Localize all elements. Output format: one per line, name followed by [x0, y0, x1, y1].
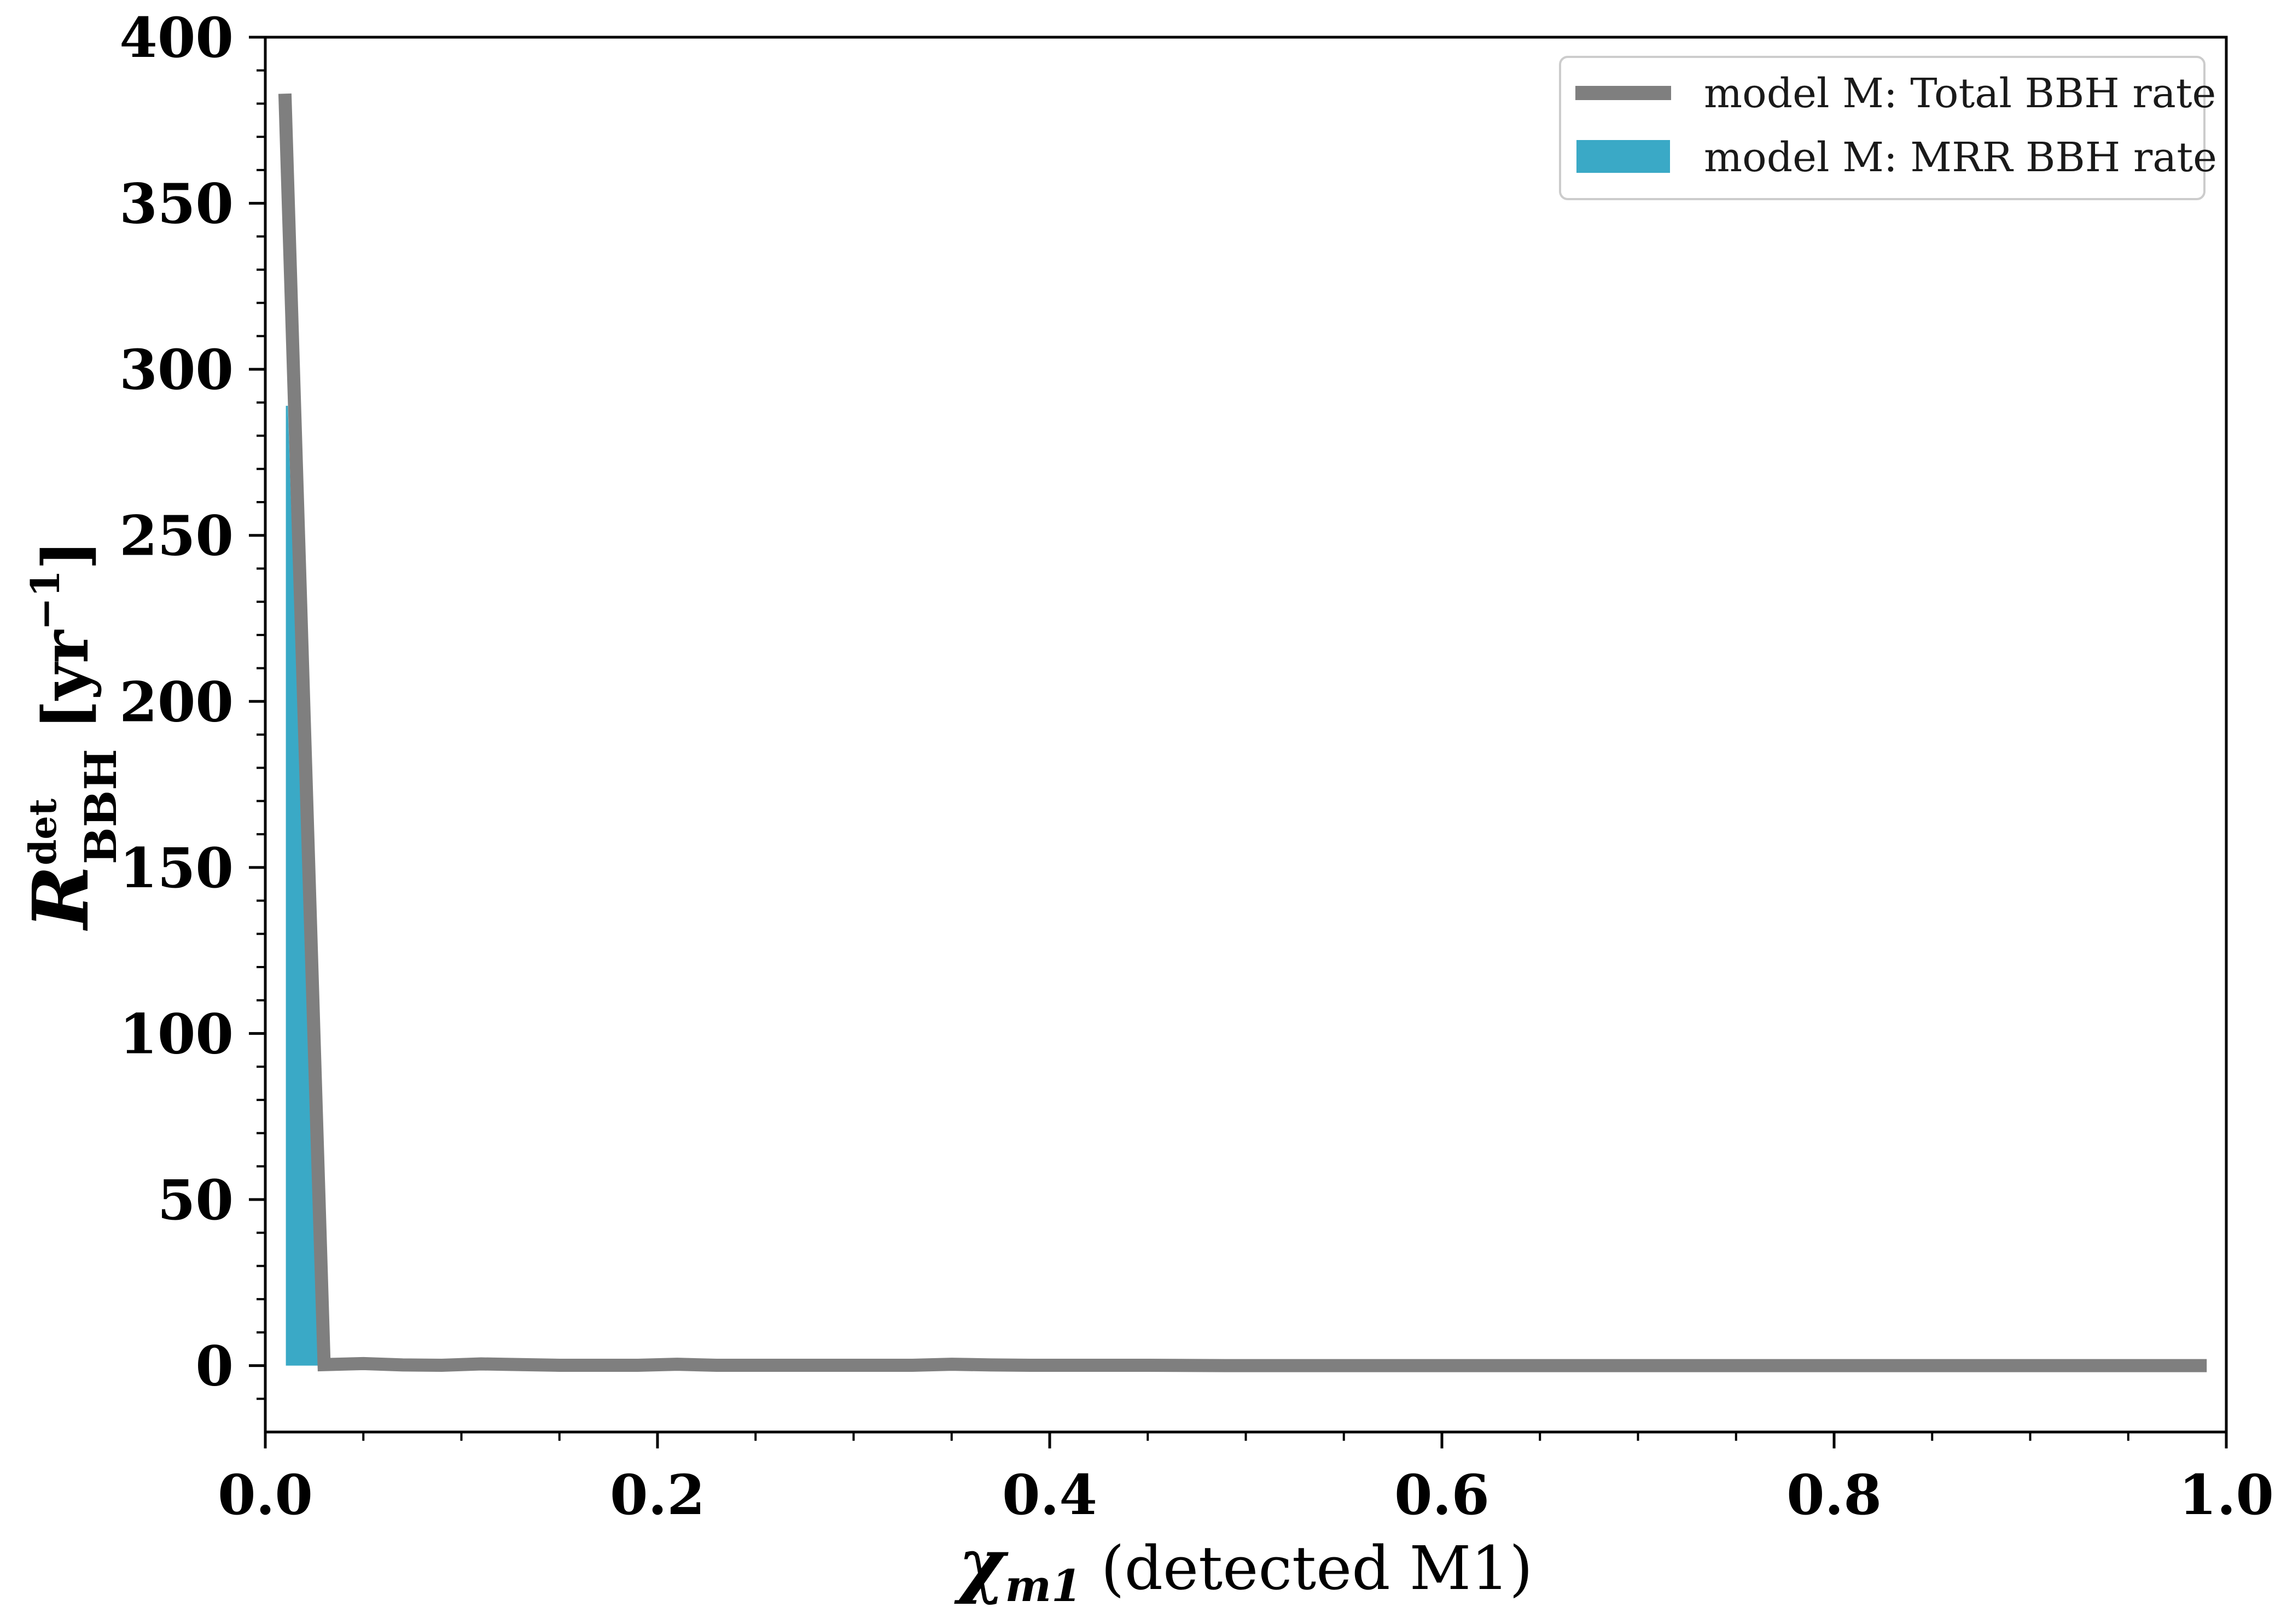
y-tick-label: 350 [119, 172, 234, 236]
y-tick-label: 200 [119, 670, 234, 734]
x-tick-label: 0.6 [1394, 1463, 1489, 1527]
x-tick-label: 0.8 [1787, 1463, 1882, 1527]
y-axis-label-subscript: BBH [75, 749, 126, 864]
x-tick-label: 0.0 [218, 1463, 313, 1527]
y-axis-label-superscript: det [21, 798, 65, 865]
y-tick-label: 100 [119, 1002, 234, 1066]
total-rate-line [278, 93, 2207, 1372]
y-axis-label: Rdet BBH [yr−1] [16, 540, 126, 931]
y-tick-label: 250 [119, 504, 234, 568]
x-axis-label-symbol: χ [954, 1522, 1009, 1606]
y-tick-label: 50 [158, 1168, 234, 1232]
legend-label-mrr: model M: MRR BBH rate [1704, 134, 2217, 181]
y-axis-label-units: [yr [29, 630, 103, 730]
x-tick-label: 0.2 [610, 1463, 705, 1527]
plot-frame [264, 36, 2228, 1434]
y-tick-label: 0 [195, 1334, 234, 1399]
y-axis-label-units-close: ] [29, 540, 103, 569]
y-tick-label: 300 [119, 337, 234, 402]
y-axis: 0 50 100 150 200 250 300 350 400 [119, 5, 265, 1400]
y-axis-label-units-exp: −1 [22, 570, 68, 630]
x-axis-label: χm1 (detected M1) [954, 1522, 1533, 1611]
x-axis: 0.0 0.2 0.4 0.6 0.8 1.0 [218, 1432, 2274, 1527]
total-line-layer [278, 93, 2207, 1372]
x-axis-label-subscript: m1 [1005, 1560, 1081, 1611]
legend-swatch-mrr [1576, 140, 1670, 173]
y-axis-label-symbol: R [16, 865, 106, 931]
y-tick-label: 400 [119, 5, 234, 70]
legend-label-total: model M: Total BBH rate [1704, 70, 2216, 117]
x-tick-label: 1.0 [2179, 1463, 2274, 1527]
x-axis-label-text: (detected M1) [1101, 1533, 1533, 1603]
y-tick-label: 150 [119, 836, 234, 900]
x-tick-label: 0.4 [1002, 1463, 1097, 1527]
legend: model M: Total BBH rate model M: MRR BBH… [1559, 56, 2217, 200]
legend-box [1559, 56, 2206, 200]
